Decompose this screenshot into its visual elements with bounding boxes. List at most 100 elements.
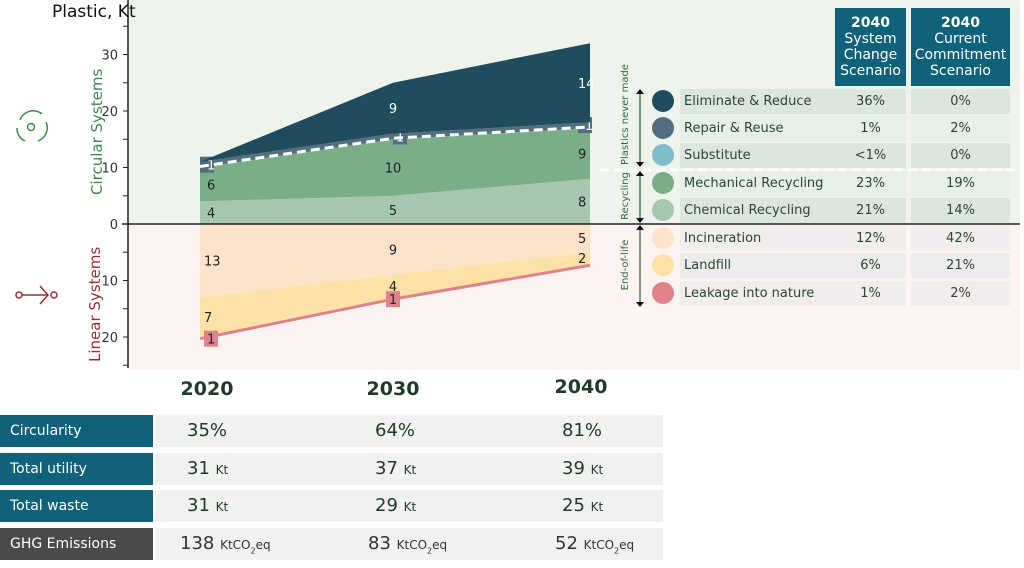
unit-end: eq <box>432 538 448 552</box>
leakage-marker <box>204 330 218 347</box>
legend-swatch <box>652 199 674 221</box>
unit-sub: 2 <box>614 546 620 556</box>
unit-end: eq <box>619 538 635 552</box>
scenario-header-2: 2040 Current Commitment Scenario <box>911 8 1010 86</box>
unit: Kt <box>590 500 604 514</box>
area-incineration <box>200 224 590 298</box>
leakage-marker <box>386 291 400 308</box>
current-commitment-value: 19% <box>911 171 1010 196</box>
legend-swatch <box>652 172 674 194</box>
value: 29 <box>375 495 398 516</box>
summary-row: 31 Kt 37 Kt 39 Kt <box>155 453 663 485</box>
legend-swatch <box>652 282 674 304</box>
unit: KtCO <box>583 538 615 552</box>
area-chemical-recycling <box>200 178 590 224</box>
area-mechanical-recycling <box>200 127 590 202</box>
value: 37 <box>375 458 398 479</box>
y-tick-label: 0 <box>110 218 118 233</box>
y-tick-label: 30 <box>101 49 118 64</box>
summary-row-label: Total waste <box>0 490 153 522</box>
summary-value: 37 Kt <box>375 453 416 486</box>
data-label: 1 <box>207 333 215 348</box>
scenario-header-1: 2040 System Change Scenario <box>835 8 906 86</box>
unit: KtCO <box>220 538 251 552</box>
summary-row: 138 KtCO2eq 83 KtCO2eq 52 KtCO2eq <box>155 528 663 560</box>
current-commitment-value: 42% <box>911 226 1010 251</box>
value: 31 <box>187 458 210 479</box>
summary-row: 35% 64% 81% <box>155 415 663 447</box>
linear-systems-label: Linear Systems <box>86 247 104 362</box>
legend-label: Leakage into nature <box>680 281 835 306</box>
system-change-value: 23% <box>835 171 906 196</box>
data-label: 7 <box>204 311 212 326</box>
group-label: Recycling <box>620 172 631 220</box>
legend-label: Eliminate & Reduce <box>680 89 835 114</box>
summary-row-label: Circularity <box>0 415 153 447</box>
value: 52 <box>555 533 578 554</box>
data-label: 4 <box>389 280 397 295</box>
current-commitment-value: 14% <box>911 198 1010 223</box>
dashed-divider <box>199 125 591 168</box>
unit: Kt <box>403 463 417 477</box>
y-tick-label: 20 <box>101 105 118 120</box>
data-label: 9 <box>578 147 586 162</box>
data-label: 6 <box>207 178 215 193</box>
group-label: End-of-life <box>620 239 631 291</box>
value: 25 <box>562 495 585 516</box>
data-label: 5 <box>389 204 397 219</box>
value: 64% <box>375 420 416 441</box>
y-tick-label: 10 <box>101 275 118 290</box>
current-commitment-value: 2% <box>911 116 1010 141</box>
data-label: 10 <box>385 162 402 177</box>
data-label: 1 <box>207 159 215 174</box>
legend-swatch <box>652 90 674 112</box>
current-commitment-value: 21% <box>911 253 1010 278</box>
legend-swatch <box>652 227 674 249</box>
chart-title: Plastic, Kt <box>52 2 136 22</box>
system-change-value: 6% <box>835 253 906 278</box>
year-header-2030: 2030 <box>366 378 420 400</box>
value: 83 <box>368 533 391 554</box>
summary-value: 52 KtCO2eq <box>555 528 634 568</box>
data-label: 9 <box>389 102 397 117</box>
current-commitment-value: 0% <box>911 89 1010 114</box>
value: 35% <box>187 420 228 441</box>
system-change-value: <1% <box>835 143 906 168</box>
value: 81% <box>562 420 603 441</box>
unit: Kt <box>590 463 604 477</box>
unit: Kt <box>215 463 229 477</box>
value: 39 <box>562 458 585 479</box>
value: 138 <box>180 533 215 554</box>
system-change-value: 36% <box>835 89 906 114</box>
y-tick-label: 20 <box>101 331 118 346</box>
legend-swatch <box>652 144 674 166</box>
unit-end: eq <box>255 538 271 552</box>
unit: KtCO <box>396 538 428 552</box>
area-repair-reuse <box>200 122 590 168</box>
legend-swatch <box>652 117 674 139</box>
unit: Kt <box>215 500 229 514</box>
system-change-value: 1% <box>835 281 906 306</box>
summary-value: 64% <box>375 415 415 447</box>
data-label: 14 <box>578 77 595 92</box>
unit-sub: 2 <box>427 546 433 556</box>
summary-row-label: Total utility demand* <box>0 453 153 509</box>
legend-label: Chemical Recycling <box>680 198 835 223</box>
data-label: 9 <box>389 243 397 258</box>
group-bracket-arrow <box>636 225 644 307</box>
group-label: Plastics never made <box>620 64 631 165</box>
summary-value: 83 KtCO2eq <box>368 528 447 568</box>
data-label: 1 <box>585 119 593 134</box>
unit-sub: 2 <box>250 546 256 556</box>
system-change-value: 12% <box>835 226 906 251</box>
summary-value: 25 Kt <box>562 490 603 523</box>
current-commitment-value: 2% <box>911 281 1010 306</box>
summary-row: 31 Kt 29 Kt 25 Kt <box>155 490 663 522</box>
summary-value: 35% <box>187 415 227 447</box>
data-label: 5 <box>578 232 586 247</box>
circular-systems-label: Circular Systems <box>88 69 106 195</box>
summary-row-label: GHG Emissions <box>0 528 153 560</box>
summary-value: 39 Kt <box>562 453 603 486</box>
data-label: 8 <box>578 195 586 210</box>
data-label: 2 <box>578 252 586 267</box>
